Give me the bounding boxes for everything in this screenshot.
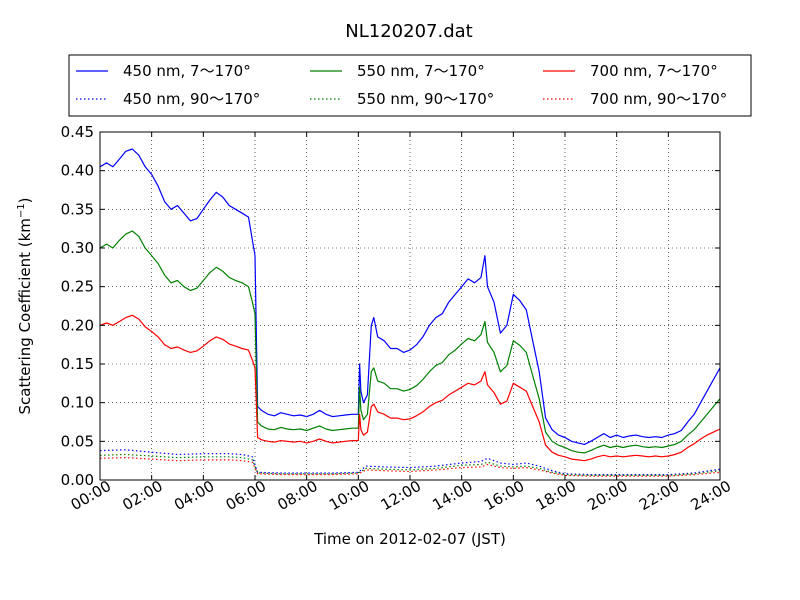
series-line [99,230,721,454]
chart-title: NL120207.dat [345,21,472,42]
series-line [99,457,721,477]
x-axis-label: Time on 2012-02-07 (JST) [313,530,506,548]
x-tick-label: 14:00 [429,477,475,514]
x-axis: 00:00 02:00 04:00 06:00 08:00 10:00 12:00 14:00… [68,132,734,514]
x-tick-label: 08:00 [274,477,320,514]
x-tick-label: 04:00 [171,477,217,514]
y-tick-label: 0.10 [61,394,94,412]
y-tick-label: 0.30 [61,239,94,257]
x-tick-label: 20:00 [584,477,630,514]
y-tick-label: 0.05 [61,432,94,450]
legend-label: 700 nm, 7～170° [590,62,718,80]
legend-box [68,54,752,117]
legend: 450 nm, 7～170° 550 nm, 7～170° 700 nm, 7～17… [76,62,727,108]
y-axis-label-main: Scattering Coefficient (km [16,218,34,414]
x-tick-label: 16:00 [481,477,527,514]
x-tick-label: 24:00 [688,477,734,514]
x-tick-label: 12:00 [378,477,424,514]
y-tick-label: 0.20 [61,316,94,334]
y-axis-label-close: ) [16,197,34,203]
x-tick-label: 18:00 [533,477,579,514]
legend-label: 550 nm, 7～170° [357,62,485,80]
series-layer [99,148,721,477]
grid [100,132,720,480]
y-tick-label: 0.00 [61,471,94,489]
legend-label: 550 nm, 90～170° [357,90,494,108]
legend-label: 700 nm, 90～170° [590,90,727,108]
y-tick-label: 0.35 [61,200,94,218]
legend-label: 450 nm, 7～170° [123,62,251,80]
series-line [99,148,721,445]
y-tick-label: 0.25 [61,278,94,296]
x-tick-label: 06:00 [223,477,269,514]
y-axis: 0.00 0.05 0.10 0.15 0.20 0.25 0.30 0.35 0.40 0.45 [61,123,720,489]
x-tick-label: 02:00 [119,477,165,514]
y-axis-label-superscript: −1 [16,203,27,218]
y-tick-label: 0.45 [61,123,94,141]
y-tick-label: 0.40 [61,162,94,180]
legend-label: 450 nm, 90～170° [123,90,260,108]
y-tick-label: 0.15 [61,355,94,373]
y-axis-label: Scattering Coefficient (km−1) [16,197,34,414]
series-line [99,314,721,462]
x-tick-label: 10:00 [326,477,372,514]
x-tick-label: 22:00 [636,477,682,514]
series-line [99,449,721,476]
